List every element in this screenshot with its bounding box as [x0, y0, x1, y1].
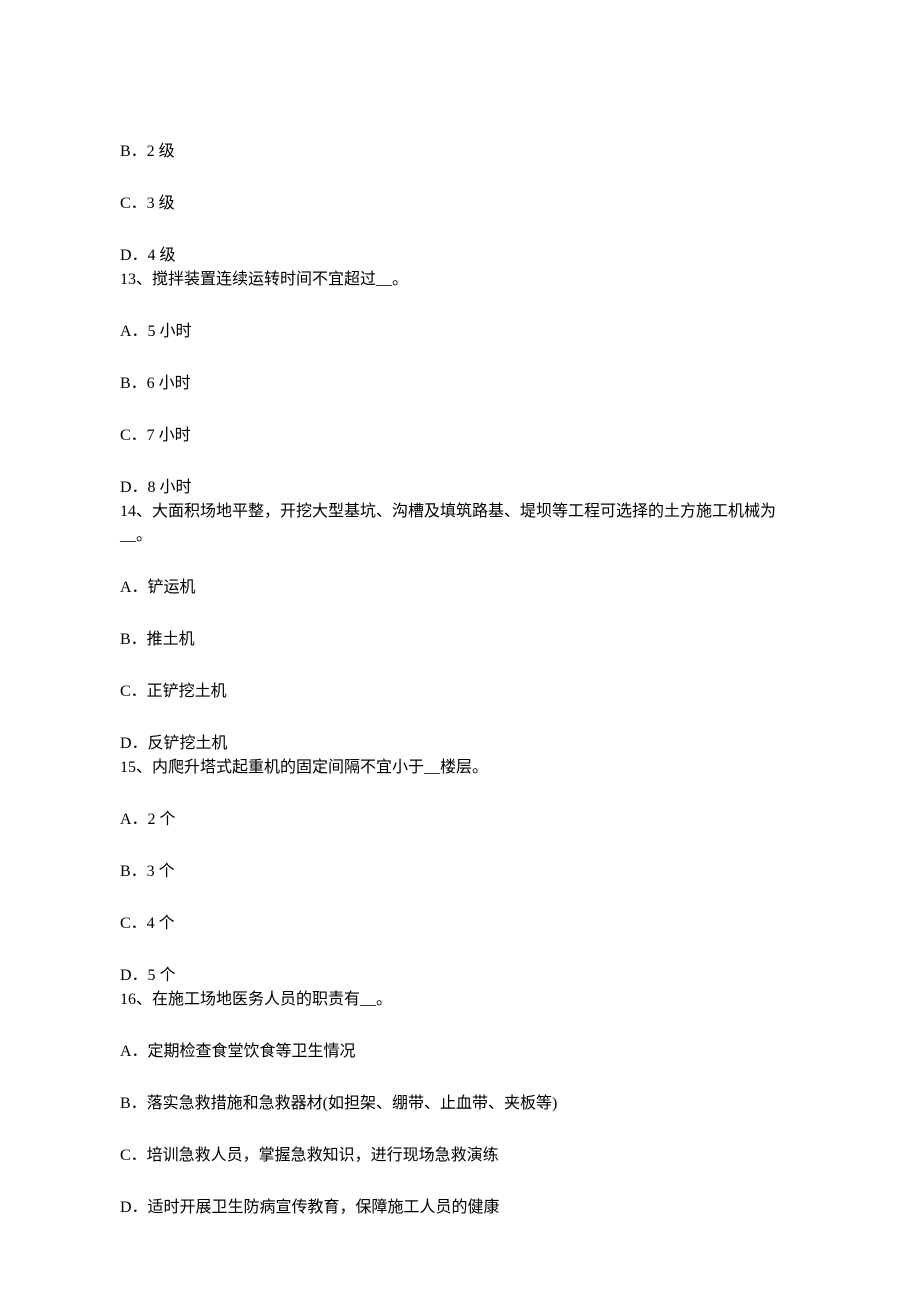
q12-option-d-text: D．4 级 [120, 244, 800, 268]
q15-option-d-text: D．5 个 [120, 964, 800, 988]
q13-option-c: C．7 小时 [120, 424, 800, 448]
q15-option-b: B．3 个 [120, 860, 800, 884]
q15-option-d-q16-question: D．5 个 16、在施工场地医务人员的职责有__。 [120, 964, 800, 1012]
q13-option-d-text: D．8 小时 [120, 476, 800, 500]
q15-question-text: 15、内爬升塔式起重机的固定间隔不宜小于__楼层。 [120, 756, 800, 780]
q16-option-c: C．培训急救人员，掌握急救知识，进行现场急救演练 [120, 1144, 800, 1168]
q16-option-d: D．适时开展卫生防病宣传教育，保障施工人员的健康 [120, 1196, 800, 1220]
q13-question-text: 13、搅拌装置连续运转时间不宜超过__。 [120, 268, 800, 292]
q14-option-c: C．正铲挖土机 [120, 680, 800, 704]
q16-question-text: 16、在施工场地医务人员的职责有__。 [120, 988, 800, 1012]
q16-option-a: A．定期检查食堂饮食等卫生情况 [120, 1040, 800, 1064]
q12-option-b: B．2 级 [120, 140, 800, 164]
q14-option-b: B．推土机 [120, 628, 800, 652]
q14-option-d-text: D．反铲挖土机 [120, 732, 800, 756]
q13-option-a: A．5 小时 [120, 320, 800, 344]
q14-option-a: A．铲运机 [120, 576, 800, 600]
q12-option-d-q13-question: D．4 级 13、搅拌装置连续运转时间不宜超过__。 [120, 244, 800, 292]
q12-option-c: C．3 级 [120, 192, 800, 216]
q14-option-d-q15-question: D．反铲挖土机 15、内爬升塔式起重机的固定间隔不宜小于__楼层。 [120, 732, 800, 780]
q13-option-d-q14-question: D．8 小时 14、大面积场地平整，开挖大型基坑、沟槽及填筑路基、堤坝等工程可选… [120, 476, 800, 548]
q13-option-b: B．6 小时 [120, 372, 800, 396]
q16-option-b: B．落实急救措施和急救器材(如担架、绷带、止血带、夹板等) [120, 1092, 800, 1116]
q14-question-text: 14、大面积场地平整，开挖大型基坑、沟槽及填筑路基、堤坝等工程可选择的土方施工机… [120, 500, 800, 548]
q15-option-a: A．2 个 [120, 808, 800, 832]
q15-option-c: C．4 个 [120, 912, 800, 936]
